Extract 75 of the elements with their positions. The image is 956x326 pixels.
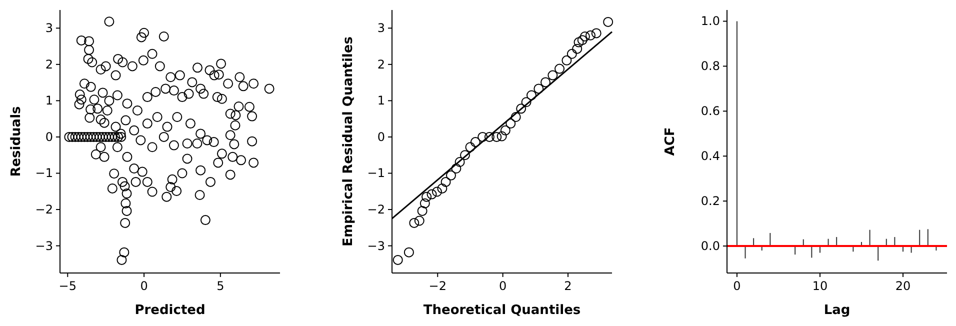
point	[484, 132, 494, 142]
x-axis-title: Predicted	[134, 303, 206, 318]
y-tick-label: −2	[35, 202, 53, 217]
point	[465, 142, 476, 152]
y-tick-label: 0.8	[700, 59, 720, 74]
x-tick-label: 0	[733, 279, 741, 293]
y-tick-label: 0	[45, 130, 53, 144]
point	[451, 164, 462, 174]
point	[572, 44, 582, 54]
x-tick-label: 2	[564, 279, 572, 293]
point	[437, 183, 448, 194]
point	[526, 90, 536, 100]
y-axis-title: Empirical Residual Quantiles	[341, 36, 356, 246]
point	[554, 64, 565, 74]
point	[603, 16, 614, 27]
point	[470, 137, 480, 148]
x-axis-title: Lag	[824, 303, 850, 318]
point	[574, 37, 584, 48]
y-tick-label: 0.0	[700, 239, 720, 254]
point	[566, 48, 577, 59]
y-tick-label: 0.4	[700, 149, 720, 164]
x-tick-label: 10	[812, 279, 828, 293]
point	[404, 247, 414, 258]
point	[510, 112, 521, 122]
point	[562, 55, 572, 66]
x-tick-label: −2	[428, 279, 446, 293]
point	[440, 176, 451, 187]
point	[580, 31, 590, 42]
y-axis-title: ACF	[663, 127, 678, 156]
point	[521, 97, 532, 108]
y-tick-label: −1	[367, 166, 385, 180]
point	[417, 206, 428, 216]
point	[460, 150, 470, 160]
point	[432, 186, 442, 197]
y-tick-label: 0.6	[700, 104, 720, 118]
point	[478, 132, 488, 142]
point	[446, 170, 456, 180]
y-tick-label: −2	[367, 202, 385, 217]
point	[591, 28, 602, 38]
point	[548, 70, 558, 80]
y-tick-label: 2	[377, 57, 385, 72]
y-tick-label: 1	[377, 94, 385, 108]
point	[577, 35, 588, 46]
x-tick-label: 0	[498, 279, 507, 293]
y-axis-title: Residuals	[9, 106, 24, 177]
point	[392, 254, 403, 265]
x-tick-label: 5	[216, 279, 224, 293]
x-tick-label: 20	[895, 279, 911, 293]
y-tick-label: 3	[45, 21, 53, 36]
point	[409, 218, 420, 228]
y-tick-label: −3	[35, 238, 53, 253]
point	[516, 104, 526, 114]
point	[585, 30, 596, 40]
x-axis-title: Theoretical Quantiles	[423, 303, 581, 318]
y-tick-label: 3	[377, 21, 385, 36]
point	[420, 198, 430, 208]
y-tick-label: −1	[35, 166, 53, 180]
point	[492, 132, 502, 142]
y-tick-label: 1	[45, 94, 53, 108]
point	[426, 189, 437, 200]
y-tick-label: −3	[367, 238, 385, 253]
point	[506, 118, 516, 129]
point	[500, 125, 510, 136]
y-tick-label: 0.2	[700, 194, 720, 208]
point	[414, 216, 424, 226]
y-tick-label: 0	[377, 130, 385, 144]
point	[454, 156, 465, 167]
point	[422, 192, 432, 202]
point	[496, 131, 507, 142]
y-tick-label: 2	[45, 57, 53, 72]
point	[540, 77, 551, 88]
point	[534, 84, 544, 94]
x-tick-label: 0	[140, 279, 148, 293]
x-tick-label: −5	[58, 279, 76, 293]
y-tick-label: 1.0	[700, 14, 720, 28]
